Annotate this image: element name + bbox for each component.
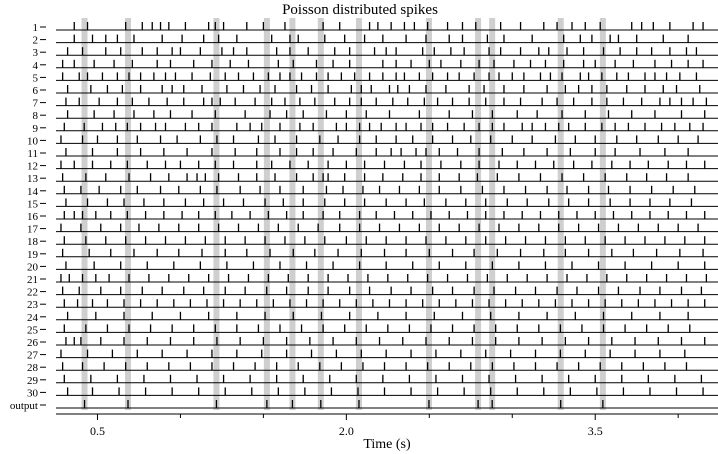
row-label: 30 [27,387,39,399]
spike-row: 9 [33,122,718,135]
spike-row: 8 [33,110,718,122]
sync-band [317,18,324,410]
x-tick-label: 3.5 [588,424,603,438]
row-label: 5 [33,72,39,84]
spike-row: 19 [27,249,718,261]
row-label: 8 [33,110,39,122]
spike-row: 16 [27,211,718,223]
sync-band [599,18,606,410]
x-tick-label: 0.5 [90,424,105,438]
spike-row: 12 [27,160,718,173]
row-label: 10 [27,135,39,147]
row-label: 14 [27,186,39,198]
row-label: 18 [27,236,39,248]
row-label: 24 [27,312,39,324]
sync-band [289,18,296,410]
chart-title: Poisson distributed spikes [282,2,438,18]
sync-band [489,18,496,410]
row-label: 15 [27,198,39,210]
sync-band [475,18,482,410]
row-label: 2 [33,35,39,47]
spike-row: 28 [27,362,718,374]
sync-band [557,18,564,410]
spike-row: 23 [27,299,718,311]
sync-band [125,18,132,410]
row-label: 21 [27,274,38,286]
spike-row: 6 [33,85,718,97]
x-axis: 0.5 2.0 3.5 [56,413,718,438]
spike-row: 5 [33,72,718,84]
row-label: 12 [27,161,38,173]
row-label: 6 [33,85,39,97]
spike-row: 30 [27,387,718,399]
spike-row: 20 [27,261,718,273]
spike-row: 10 [27,135,718,147]
row-label: 13 [27,173,39,185]
spike-row: output [10,400,718,412]
sync-band [425,18,432,410]
row-label: 23 [27,299,39,311]
spike-row: 14 [27,185,718,198]
row-label: 29 [27,375,39,387]
spike-row: 1 [33,22,718,34]
row-label: 27 [27,350,39,362]
sync-band [81,18,88,410]
row-label: 22 [27,287,38,299]
sync-band [213,18,220,410]
spike-row: 25 [27,324,718,336]
row-label: 20 [27,261,39,273]
spike-row: 3 [33,47,718,59]
row-label: 4 [33,60,39,72]
row-label: 25 [27,324,39,336]
spike-row: 17 [27,223,718,236]
sync-band [355,18,362,410]
spike-row: 29 [27,374,718,387]
row-label: 1 [33,22,39,34]
x-tick-label: 2.0 [339,424,354,438]
row-label: 9 [33,123,39,135]
x-axis-label: Time (s) [363,437,411,452]
row-label: 19 [27,249,39,261]
row-label: 16 [27,211,39,223]
row-label: 7 [33,98,39,110]
row-label: 26 [27,337,39,349]
spike-rows: 1234567891011121314151617181920212223242… [10,22,718,412]
spike-row: 18 [27,236,718,248]
row-label: 11 [27,148,38,160]
spike-row: 24 [27,311,718,324]
spike-row: 11 [27,148,718,160]
spike-row: 2 [33,34,718,47]
row-label: 17 [27,224,39,236]
row-label: output [10,400,38,412]
spike-row: 21 [27,274,718,286]
spike-row: 7 [33,97,718,110]
row-label: 3 [33,47,39,59]
spike-row: 26 [27,337,718,349]
sync-band [263,18,270,410]
spike-row: 27 [27,349,718,362]
spike-row: 13 [27,173,718,185]
spike-row: 22 [27,286,718,299]
spike-row: 15 [27,198,718,210]
spike-row: 4 [33,59,718,72]
synchrony-bands [81,18,606,410]
row-label: 28 [27,362,39,374]
